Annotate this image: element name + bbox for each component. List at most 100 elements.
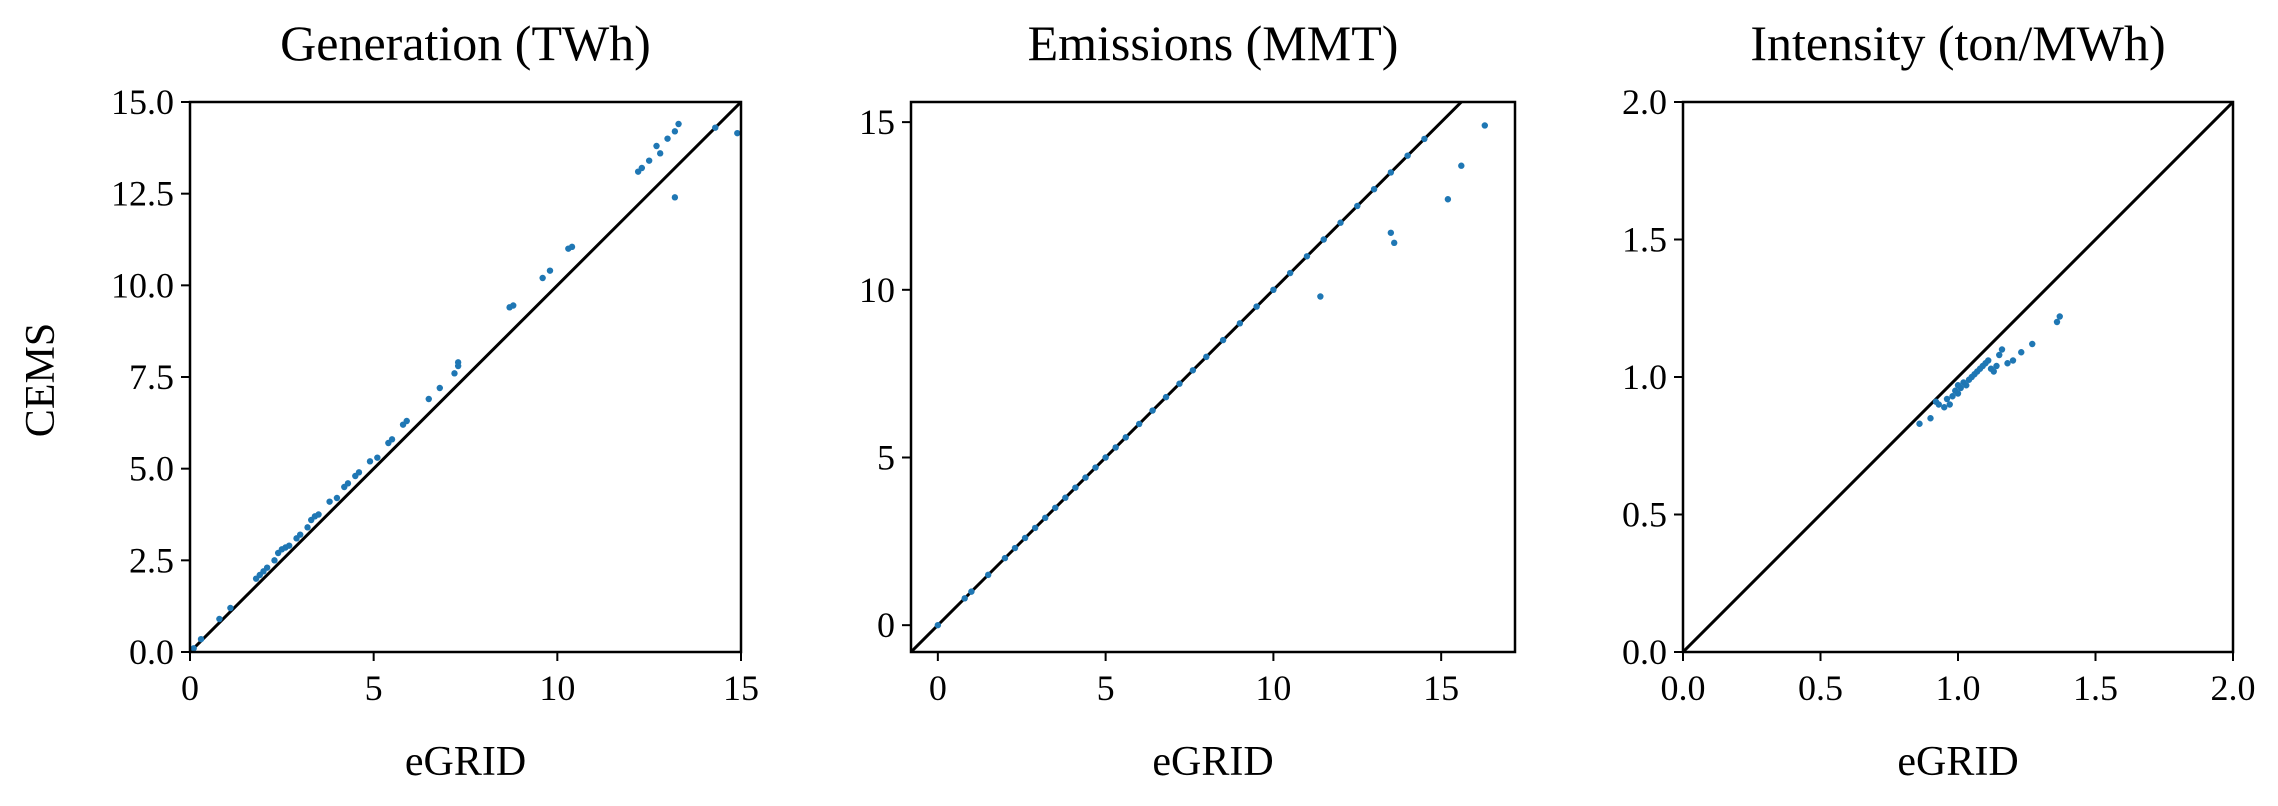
- intensity-points: [1916, 313, 2063, 427]
- emissions-data-point: [1149, 407, 1156, 414]
- emissions-identity-line: [911, 102, 1464, 652]
- generation-y-tick-label: 10.0: [111, 265, 174, 305]
- emissions-data-point: [984, 571, 992, 579]
- generation-data-point: [546, 267, 554, 274]
- emissions-x-tick-label: 15: [1423, 668, 1459, 708]
- intensity-data-point: [1916, 420, 1923, 427]
- emissions-data-point: [1135, 420, 1143, 428]
- intensity-x-tick-label: 1.0: [1936, 668, 1981, 708]
- emissions-data-point: [1072, 484, 1079, 491]
- emissions-data-point: [1203, 353, 1210, 361]
- generation-data-point: [388, 436, 396, 443]
- emissions-data-point: [1387, 169, 1395, 176]
- emissions-data-point: [1320, 236, 1327, 243]
- generation-data-point: [315, 511, 322, 518]
- generation-chart-title: Generation (TWh): [280, 15, 651, 71]
- emissions-x-tick-label: 5: [1097, 668, 1115, 708]
- emissions-data-point: [1189, 367, 1197, 374]
- emissions-data-point: [1219, 336, 1227, 344]
- generation-data-point: [436, 384, 443, 392]
- generation-data-point: [374, 454, 381, 461]
- intensity-x-tick-label: 0.0: [1661, 668, 1706, 708]
- intensity-data-point: [1943, 395, 1951, 403]
- emissions-panel: Emissions (MMT) eGRID 0 5 10 15 0 5 10 15: [859, 15, 1517, 785]
- intensity-x-tick-label: 1.5: [2073, 668, 2118, 708]
- intensity-panel: Intensity (ton/MWh) eGRID 0.0 0.5 1.0 1.5 2.0 0…: [1622, 15, 2256, 785]
- generation-data-point: [638, 164, 646, 172]
- generation-data-point: [333, 494, 341, 502]
- emissions-data-point: [968, 588, 975, 595]
- emissions-data-point: [1162, 393, 1170, 401]
- generation-y-tick-label: 12.5: [111, 174, 174, 214]
- emissions-data-point: [1031, 524, 1039, 532]
- emissions-data-point: [1303, 253, 1311, 260]
- intensity-data-point: [2029, 340, 2036, 348]
- generation-data-point: [451, 370, 458, 377]
- emissions-x-axis-label: eGRID: [1152, 739, 1273, 785]
- intensity-chart-title: Intensity (ton/MWh): [1750, 15, 2165, 71]
- generation-data-point: [539, 274, 546, 282]
- intensity-data-point: [1993, 362, 2000, 370]
- generation-data-point: [656, 150, 664, 157]
- generation-x-tick-label: 10: [539, 668, 575, 708]
- emissions-data-point: [1176, 380, 1183, 387]
- intensity-identity-line: [1683, 102, 2233, 652]
- generation-data-point: [671, 128, 679, 135]
- generation-data-point: [712, 124, 719, 131]
- emissions-data-point: [1481, 122, 1489, 129]
- emissions-data-point: [961, 595, 968, 602]
- generation-data-point: [344, 480, 352, 487]
- generation-data-point: [671, 194, 679, 201]
- generation-data-point: [734, 129, 741, 137]
- generation-data-point: [271, 557, 278, 564]
- emissions-chart-title: Emissions (MMT): [1028, 15, 1399, 71]
- generation-data-point: [568, 243, 576, 251]
- emissions-data-point: [1021, 534, 1029, 542]
- emissions-data-point: [1122, 434, 1129, 441]
- generation-data-point: [263, 564, 271, 571]
- generation-x-tick-label: 0: [181, 668, 199, 708]
- intensity-data-point: [1946, 401, 1953, 408]
- emissions-y-tick-label: 10: [859, 270, 895, 310]
- emissions-data-point: [1062, 494, 1069, 501]
- emissions-data-point: [1270, 286, 1277, 294]
- emissions-data-point: [1102, 454, 1109, 461]
- generation-data-point: [227, 604, 234, 612]
- generation-y-tick-label: 15.0: [111, 82, 174, 122]
- emissions-y-tick-label: 5: [877, 437, 895, 477]
- emissions-data-point: [1370, 185, 1378, 193]
- emissions-data-point: [1444, 196, 1452, 203]
- emissions-data-point: [1112, 444, 1119, 451]
- generation-points: [190, 120, 741, 652]
- emissions-x-tick-label: 0: [929, 668, 947, 708]
- intensity-y-tick-label: 1.0: [1622, 357, 1667, 397]
- emissions-points: [934, 122, 1489, 629]
- intensity-data-point: [2009, 357, 2017, 364]
- emissions-data-point: [1082, 474, 1089, 481]
- emissions-data-point: [1253, 303, 1260, 310]
- generation-data-point: [326, 498, 333, 505]
- emissions-data-point: [1286, 269, 1294, 277]
- intensity-data-point: [1998, 346, 2006, 353]
- generation-data-point: [197, 635, 205, 643]
- emissions-data-point: [1387, 229, 1395, 236]
- emissions-y-tick-label: 0: [877, 605, 895, 645]
- intensity-y-tick-label: 0.0: [1622, 632, 1667, 672]
- emissions-data-point: [1404, 152, 1411, 159]
- emissions-data-point: [1317, 293, 1324, 300]
- generation-data-point: [355, 469, 363, 476]
- intensity-data-point: [1949, 393, 1956, 400]
- intensity-data-point: [1957, 384, 1964, 392]
- intensity-data-point: [1935, 401, 1942, 408]
- emissions-y-tick-label: 15: [859, 102, 895, 142]
- intensity-data-point: [2004, 360, 2011, 367]
- emissions-data-point: [1458, 162, 1465, 169]
- emissions-data-point: [1011, 544, 1019, 552]
- generation-y-tick-label: 7.5: [129, 357, 174, 397]
- generation-data-point: [304, 524, 311, 531]
- shared-y-axis-label: CEMS: [18, 323, 64, 437]
- intensity-data-point: [1996, 351, 2003, 359]
- intensity-data-point: [2053, 318, 2061, 326]
- intensity-x-tick-label: 0.5: [1798, 668, 1843, 708]
- generation-data-point: [285, 542, 293, 549]
